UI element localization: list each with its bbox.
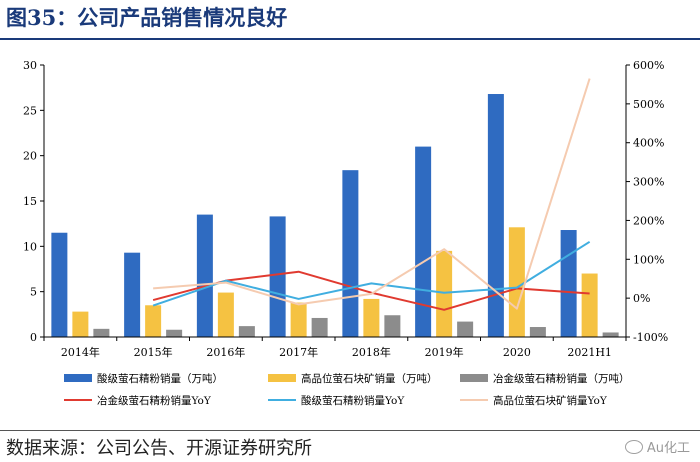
bar — [72, 311, 89, 337]
legend-label: 冶金级萤石精粉销量YoY — [97, 394, 212, 407]
bar — [124, 252, 141, 337]
right-tick-label: 200% — [633, 214, 664, 227]
right-tick-label: 600% — [633, 59, 664, 72]
bar — [363, 298, 380, 337]
right-tick-label: 0% — [633, 292, 650, 305]
legend-swatch — [64, 374, 92, 382]
left-tick-label: 0 — [30, 331, 37, 344]
bar — [269, 216, 286, 337]
x-tick-label: 2014年 — [61, 345, 100, 359]
left-tick-label: 30 — [23, 59, 37, 72]
bar — [529, 327, 546, 337]
bar — [436, 250, 453, 337]
x-tick-label: 2016年 — [206, 345, 245, 359]
bar — [93, 328, 110, 337]
legend-label: 高品位萤石块矿销量YoY — [493, 394, 608, 407]
plot-area — [51, 78, 619, 337]
bar — [384, 315, 401, 337]
figure-title: 图35：公司产品销售情况良好 — [6, 5, 288, 30]
bar — [487, 94, 504, 337]
bar — [145, 305, 162, 337]
legend-label: 高品位萤石块矿销量（万吨） — [301, 372, 438, 385]
bar — [51, 232, 68, 337]
left-tick-label: 20 — [23, 150, 37, 163]
x-tick-label: 2020 — [503, 346, 531, 359]
legend-swatch — [460, 374, 488, 382]
bar — [342, 170, 359, 337]
bar — [166, 329, 183, 337]
legend-label: 酸级萤石精粉销量YoY — [301, 394, 405, 407]
legend: 酸级萤石精粉销量（万吨） 高品位萤石块矿销量（万吨） 冶金级萤石精粉销量（万吨） 冶金… — [64, 372, 630, 407]
bar — [560, 230, 577, 337]
legend-label: 酸级萤石精粉销量（万吨） — [97, 372, 223, 385]
bar — [581, 273, 598, 337]
left-axis: 0 5 10 15 20 25 30 — [23, 59, 45, 344]
x-axis: 2014年 2015年 2016年 2017年 2018年 2019年 2020 2021H1 — [43, 336, 627, 359]
right-tick-label: 400% — [633, 137, 664, 150]
left-tick-label: 10 — [23, 240, 37, 253]
wechat-icon — [624, 439, 643, 454]
watermark-text: Au化工 — [646, 441, 690, 456]
right-axis: -100% 0% 100% 200% 300% 400% 500% 600% — [625, 59, 668, 344]
bar — [415, 146, 432, 337]
x-tick-label: 2017年 — [279, 345, 318, 359]
x-tick-label: 2021H1 — [567, 346, 612, 359]
footer-rule — [0, 430, 700, 431]
yoy-line — [152, 240, 591, 307]
bar — [457, 321, 474, 337]
bar — [290, 302, 307, 337]
sales-chart: 0 5 10 15 20 25 30 -100% 0% 100% 200% 300% 400% 500%… — [23, 59, 668, 407]
legend-swatch — [268, 374, 296, 382]
x-tick-label: 2018年 — [352, 345, 391, 359]
legend-label: 冶金级萤石精粉销量（万吨） — [493, 372, 630, 385]
bar — [508, 227, 525, 337]
x-tick-label: 2019年 — [425, 345, 464, 359]
bar — [196, 214, 213, 337]
right-tick-label: 300% — [633, 176, 664, 189]
left-tick-label: 5 — [30, 286, 37, 299]
left-tick-label: 15 — [23, 195, 37, 208]
data-source-note: 数据来源：公司公告、开源证券研究所 — [6, 438, 312, 459]
x-tick-label: 2015年 — [134, 345, 173, 359]
bar — [217, 292, 234, 337]
right-tick-label: 500% — [633, 98, 664, 111]
bar — [238, 326, 255, 337]
yoy-line — [153, 78, 591, 310]
left-tick-label: 25 — [23, 104, 37, 117]
bar — [311, 317, 328, 337]
right-tick-label: -100% — [633, 331, 668, 344]
bar — [602, 332, 619, 337]
watermark: Au化工 — [624, 437, 690, 456]
title-rule — [0, 38, 700, 40]
right-tick-label: 100% — [633, 253, 664, 266]
